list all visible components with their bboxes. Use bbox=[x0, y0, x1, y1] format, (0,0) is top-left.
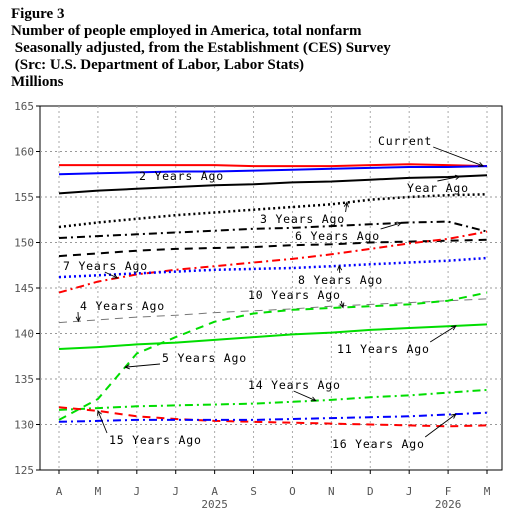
x-tick-label: J bbox=[134, 485, 141, 498]
annotation-4-years-ago: 4 Years Ago bbox=[80, 299, 165, 313]
series-line-year-ago bbox=[58, 174, 488, 195]
x-tick-label: M bbox=[95, 485, 102, 498]
x-tick-label: M bbox=[484, 485, 491, 498]
series-line-unlabeled-5 bbox=[58, 238, 488, 258]
annotation-leader bbox=[293, 390, 316, 402]
annotation-leader bbox=[424, 413, 457, 438]
x-tick-label: J bbox=[406, 485, 413, 498]
x-tick-label: A bbox=[56, 485, 63, 498]
series-line-11-years-ago bbox=[58, 323, 488, 350]
annotation-leader bbox=[433, 146, 484, 167]
x-tick-label: A bbox=[211, 485, 218, 498]
series-line-15-years-ago bbox=[58, 406, 488, 428]
x-tick-label: N bbox=[328, 485, 335, 498]
series-line-current bbox=[59, 163, 488, 168]
annotation-leader bbox=[97, 410, 108, 434]
annotation-6-years-ago: 6 Years Ago bbox=[295, 229, 380, 243]
y-tick-label: 155 bbox=[14, 191, 34, 204]
y-units-label: Millions bbox=[11, 74, 64, 90]
annotation-current: Current bbox=[378, 134, 432, 148]
annotation-leader bbox=[429, 325, 457, 343]
annotation-14-years-ago: 14 Years Ago bbox=[248, 378, 341, 392]
series-line-8-years-ago bbox=[58, 256, 488, 279]
y-tick-label: 130 bbox=[14, 419, 34, 432]
annotation-leader bbox=[380, 222, 402, 230]
annotation-arrowhead bbox=[396, 221, 403, 227]
series-line-16-years-ago bbox=[58, 411, 488, 423]
annotation-arrowhead bbox=[478, 162, 485, 167]
annotation-leader bbox=[104, 271, 118, 279]
year-label: 2025 bbox=[201, 498, 228, 511]
annotation-5-years-ago: 5 Years Ago bbox=[162, 351, 247, 365]
annotation-leader bbox=[338, 265, 341, 274]
annotation-10-years-ago: 10 Years Ago bbox=[248, 288, 341, 302]
chart-title-line-3: (Src: U.S. Department of Labor, Labor St… bbox=[11, 57, 305, 73]
annotation-arrowhead bbox=[310, 396, 317, 402]
x-tick-label: D bbox=[367, 485, 374, 498]
series-line-14-years-ago bbox=[58, 388, 488, 411]
annotation-arrowhead bbox=[450, 413, 457, 419]
y-tick-label: 135 bbox=[14, 373, 34, 386]
x-tick-label: S bbox=[250, 485, 257, 498]
series-line-4-years-ago bbox=[58, 298, 488, 324]
y-tick-label: 145 bbox=[14, 282, 34, 295]
series-line-2-years-ago bbox=[58, 165, 488, 176]
x-tick-label: O bbox=[289, 485, 296, 498]
annotation-arrowhead bbox=[339, 302, 345, 309]
annotation-15-years-ago: 15 Years Ago bbox=[109, 433, 202, 447]
y-tick-label: 150 bbox=[14, 237, 34, 250]
annotation-11-years-ago: 11 Years Ago bbox=[337, 342, 430, 356]
annotation-year-ago: Year Ago bbox=[407, 181, 469, 195]
annotation-arrowhead bbox=[75, 316, 81, 323]
annotation-arrowhead bbox=[112, 273, 119, 279]
annotation-arrowhead bbox=[343, 201, 349, 208]
annotation-leader bbox=[125, 363, 161, 368]
chart-title-line-1: Number of people employed in America, to… bbox=[11, 23, 362, 39]
annotation-3-years-ago: 3 Years Ago bbox=[260, 212, 345, 226]
annotation-16-years-ago: 16 Years Ago bbox=[332, 437, 425, 451]
y-tick-label: 140 bbox=[14, 328, 34, 341]
y-tick-label: 160 bbox=[14, 146, 34, 159]
annotation-leader bbox=[340, 300, 344, 308]
y-tick-label: 165 bbox=[14, 100, 34, 113]
annotation-8-years-ago: 8 Years Ago bbox=[298, 273, 383, 287]
annotation-arrowhead bbox=[454, 174, 461, 180]
series-line-7-years-ago bbox=[58, 230, 488, 294]
y-tick-label: 125 bbox=[14, 464, 34, 477]
annotation-2-years-ago: 2 Years Ago bbox=[139, 169, 224, 183]
series-line-3-years-ago bbox=[58, 193, 488, 229]
annotation-leader bbox=[345, 202, 348, 213]
annotation-arrowhead bbox=[450, 325, 457, 331]
annotation-arrowhead bbox=[336, 264, 343, 271]
year-label: 2026 bbox=[435, 498, 462, 511]
annotation-leader bbox=[437, 175, 460, 182]
chart-title-line-2: Seasonally adjusted, from the Establishm… bbox=[11, 40, 391, 56]
annotation-7-years-ago: 7 Years Ago bbox=[63, 259, 148, 273]
annotation-arrowhead bbox=[124, 364, 130, 370]
annotation-arrowhead bbox=[97, 409, 102, 416]
x-tick-label: F bbox=[445, 485, 452, 498]
figure-number: Figure 3 bbox=[11, 6, 65, 22]
x-tick-label: J bbox=[172, 485, 179, 498]
